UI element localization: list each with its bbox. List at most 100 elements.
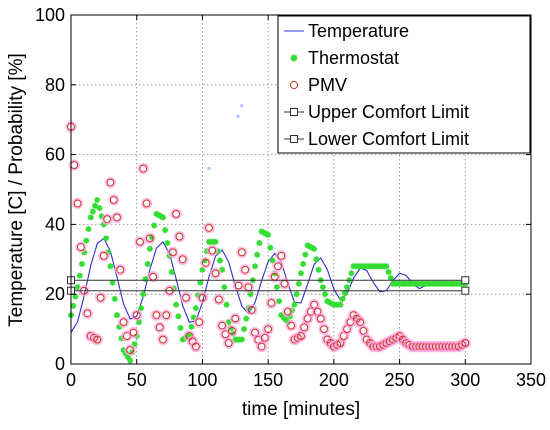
stray-marker bbox=[207, 167, 211, 171]
thermostat-marker bbox=[124, 354, 131, 361]
pmv-marker bbox=[76, 243, 85, 251]
thermostat-marker bbox=[212, 238, 219, 245]
pmv-marker bbox=[231, 314, 240, 323]
pmv-marker-halo bbox=[104, 176, 117, 189]
pmv-marker bbox=[237, 248, 246, 257]
pmv-marker-halo bbox=[318, 323, 330, 335]
thermostat-marker bbox=[188, 323, 195, 330]
thermostat-marker bbox=[225, 319, 232, 326]
pmv-marker-halo bbox=[68, 159, 80, 171]
pmv-marker bbox=[142, 199, 151, 208]
thermostat-marker bbox=[116, 323, 123, 330]
thermostat-marker bbox=[107, 263, 114, 270]
thermostat-marker bbox=[70, 302, 77, 309]
pmv-marker bbox=[136, 237, 144, 246]
thermostat-marker bbox=[223, 301, 230, 308]
thermostat-marker bbox=[295, 280, 302, 287]
pmv-marker bbox=[257, 342, 266, 351]
thermostat-marker bbox=[282, 316, 289, 323]
thermostat-marker bbox=[76, 272, 83, 279]
pmv-marker bbox=[320, 325, 328, 334]
thermostat-marker bbox=[114, 312, 120, 319]
pmv-marker bbox=[96, 293, 105, 302]
pmv-marker bbox=[224, 339, 233, 347]
thermostat-marker bbox=[85, 226, 92, 233]
thermostat-marker bbox=[344, 284, 350, 291]
thermostat-marker bbox=[197, 279, 204, 286]
pmv-marker bbox=[283, 307, 292, 316]
pmv-marker bbox=[162, 311, 171, 320]
thermostat-marker bbox=[103, 235, 110, 242]
thermostat-marker bbox=[168, 269, 175, 276]
pmv-marker bbox=[119, 318, 128, 327]
pmv-marker-halo bbox=[140, 197, 153, 210]
pmv-marker-halo bbox=[117, 316, 130, 328]
pmv-marker bbox=[168, 248, 177, 257]
pmv-marker-halo bbox=[147, 271, 159, 283]
pmv-marker bbox=[316, 314, 325, 323]
thermostat-marker bbox=[131, 341, 138, 348]
y-tick-label: 60 bbox=[45, 145, 65, 165]
thermostat-marker bbox=[118, 335, 125, 342]
thermostat-marker bbox=[120, 347, 127, 354]
legend: Temperature Thermostat PMV Upper Comfort Li… bbox=[277, 15, 531, 154]
pmv-marker bbox=[155, 323, 164, 332]
pmv-marker-halo bbox=[114, 264, 126, 276]
thermostat-marker bbox=[160, 214, 166, 221]
pmv-marker-halo bbox=[173, 230, 186, 243]
legend-label: PMV bbox=[308, 75, 347, 95]
temperature-line bbox=[70, 237, 466, 333]
y-tick-label: 40 bbox=[45, 214, 65, 234]
pmv-marker-halo bbox=[239, 264, 251, 276]
pmv-marker bbox=[267, 299, 276, 307]
y-tick-label: 0 bbox=[55, 354, 65, 374]
pmv-marker-halo bbox=[229, 312, 241, 325]
pmv-marker bbox=[149, 272, 158, 281]
legend-swatch-circle bbox=[289, 80, 299, 90]
thermostat-marker bbox=[127, 357, 134, 364]
comfort-limit-end-marker bbox=[461, 286, 470, 295]
thermostat-marker bbox=[300, 260, 307, 267]
thermostat-marker bbox=[175, 313, 182, 320]
thermostat-marker bbox=[190, 314, 197, 321]
legend-item: Upper Comfort Limit bbox=[284, 102, 469, 122]
pmv-marker-halo bbox=[206, 244, 218, 257]
axis-ticks: 0 50 100 150 200 250 300 350 0 20 40 60 80 100 bbox=[35, 5, 546, 390]
pmv-marker-halo bbox=[154, 321, 166, 334]
thermostat-marker bbox=[311, 245, 318, 252]
thermostat-marker bbox=[216, 257, 223, 264]
stray-marker bbox=[236, 114, 240, 118]
pmv-marker bbox=[277, 251, 286, 260]
pmv-marker bbox=[113, 213, 121, 222]
thermostat-marker bbox=[94, 196, 101, 203]
legend-label: Temperature bbox=[308, 21, 409, 41]
y-axis-label: Temperature [C] / Probability [%] bbox=[6, 53, 27, 327]
thermostat-marker bbox=[149, 234, 156, 241]
pmv-marker-halo bbox=[160, 309, 172, 321]
thermostat-marker bbox=[83, 237, 90, 244]
y-tick-label: 80 bbox=[45, 75, 65, 95]
thermostat-marker bbox=[313, 256, 320, 263]
pmv-marker bbox=[201, 258, 210, 267]
thermostat-marker bbox=[144, 260, 151, 267]
thermostat-marker bbox=[96, 205, 103, 212]
pmv-marker-halo bbox=[157, 333, 169, 346]
plot-frame bbox=[70, 14, 532, 365]
pmv-marker bbox=[287, 321, 296, 330]
legend-swatch-star bbox=[290, 54, 298, 62]
pmv-marker-halo bbox=[81, 307, 94, 320]
pmv-marker bbox=[70, 161, 79, 169]
pmv-marker bbox=[356, 318, 365, 327]
pmv-marker-halo bbox=[193, 316, 205, 328]
pmv-marker-halo bbox=[71, 197, 84, 210]
pmv-marker bbox=[109, 196, 118, 204]
pmv-marker-halo bbox=[242, 281, 255, 293]
pmv-marker bbox=[152, 311, 161, 320]
pmv-marker-halo bbox=[262, 323, 274, 335]
pmv-marker-halo bbox=[269, 271, 281, 283]
thermostat-marker bbox=[186, 333, 193, 340]
series-pmv bbox=[65, 120, 471, 356]
legend-item: Thermostat bbox=[290, 48, 399, 68]
